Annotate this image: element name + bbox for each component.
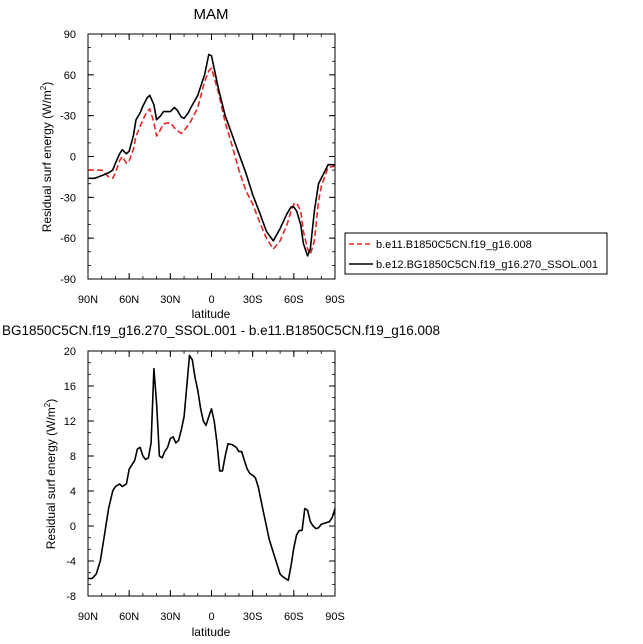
bottom-chart-x-tick-label: 0: [208, 611, 214, 623]
top-chart-y-tick-label: 60: [64, 70, 76, 82]
top-chart-x-tick-label: 60N: [119, 294, 139, 306]
top-chart-y-tick-label: -30: [60, 192, 76, 204]
bottom-chart-plot-frame: [87, 350, 336, 597]
bottom-chart-x-tick-label: 90S: [325, 611, 345, 623]
legend-label-series-1: b.e11.B1850C5CN.f19_g16.008: [376, 239, 532, 251]
top-chart-y-tick-label: -60: [60, 233, 76, 245]
top-chart-x-tick-label: 90N: [78, 294, 98, 306]
top-chart-title: MAM: [194, 6, 229, 23]
top-chart-ticks: [87, 33, 336, 280]
top-chart-y-axis-label-close: ): [40, 82, 54, 86]
bottom-chart-x-tick-labels: 90N 60N 30N 0 30S 60S 90S: [78, 611, 345, 623]
top-chart-x-tick-label: 60S: [284, 294, 304, 306]
top-chart-series-line-2: [88, 53, 335, 257]
top-chart-x-tick-label: 0: [208, 294, 214, 306]
bottom-chart-y-tick-labels: -8 -4 0 4 8 12 16 20: [64, 346, 76, 603]
top-chart-y-tick-label: -90: [60, 274, 76, 286]
bottom-chart-y-tick-label: 20: [64, 346, 76, 358]
bottom-chart-y-axis-label-sup: 2: [43, 402, 52, 407]
bottom-chart-x-axis-label: latitude: [192, 625, 231, 639]
bottom-chart-y-tick-label: 8: [70, 451, 76, 463]
bottom-chart-x-tick-label: 60N: [119, 611, 139, 623]
top-chart-y-axis-label: Residual surf energy (W/m2): [39, 82, 54, 233]
top-chart-y-axis-label-main: Residual surf energy (W/m: [40, 90, 54, 232]
top-chart-lines: [88, 53, 336, 257]
top-chart-x-axis-label: latitude: [192, 307, 231, 321]
bottom-chart-y-tick-label: -4: [66, 556, 76, 568]
bottom-chart-ticks: [87, 350, 336, 597]
bottom-chart-lines: [88, 354, 336, 582]
top-chart-y-tick-labels: -90 -60 -30 0 -30 60 90: [60, 29, 76, 286]
bottom-chart-series-line-1: [88, 354, 336, 582]
bottom-chart-y-axis-label-close: ): [44, 399, 58, 403]
bottom-chart-y-tick-label: -8: [66, 591, 76, 603]
bottom-chart: BG1850C5CN.f19_g16.270_SSOL.001 - b.e11.…: [2, 323, 440, 639]
top-chart-y-tick-label: -30: [60, 111, 76, 123]
top-chart-x-tick-label: 90S: [325, 294, 345, 306]
bottom-chart-x-tick-label: 30N: [160, 611, 180, 623]
top-chart-y-tick-label: 90: [64, 29, 76, 41]
bottom-chart-x-tick-label: 60S: [284, 611, 304, 623]
legend-label-series-2: b.e12.BG1850C5CN.f19_g16.270_SSOL.001: [376, 259, 598, 271]
bottom-chart-y-axis-label: Residual surf energy (W/m2): [43, 399, 58, 550]
top-chart-legend: b.e11.B1850C5CN.f19_g16.008 b.e12.BG1850…: [344, 232, 608, 275]
top-chart-series-line-1: [88, 67, 336, 256]
top-chart-plot-frame: [87, 33, 336, 280]
bottom-chart-y-axis-label-main: Residual surf energy (W/m: [44, 407, 58, 549]
top-chart-x-tick-label: 30S: [243, 294, 263, 306]
bottom-chart-y-tick-label: 4: [70, 486, 76, 498]
bottom-chart-x-tick-label: 90N: [78, 611, 98, 623]
legend-box: [344, 232, 608, 275]
bottom-chart-title: BG1850C5CN.f19_g16.270_SSOL.001 - b.e11.…: [2, 323, 440, 338]
top-chart-x-tick-labels: 90N 60N 30N 0 30S 60S 90S: [78, 294, 345, 306]
bottom-chart-y-tick-label: 16: [64, 381, 76, 393]
top-chart-x-tick-label: 30N: [160, 294, 180, 306]
bottom-chart-x-tick-label: 30S: [243, 611, 263, 623]
top-chart-y-tick-label: 0: [70, 152, 76, 164]
bottom-chart-y-tick-label: 12: [64, 416, 76, 428]
bottom-chart-y-tick-label: 0: [70, 521, 76, 533]
top-chart-y-axis-label-sup: 2: [39, 85, 48, 90]
